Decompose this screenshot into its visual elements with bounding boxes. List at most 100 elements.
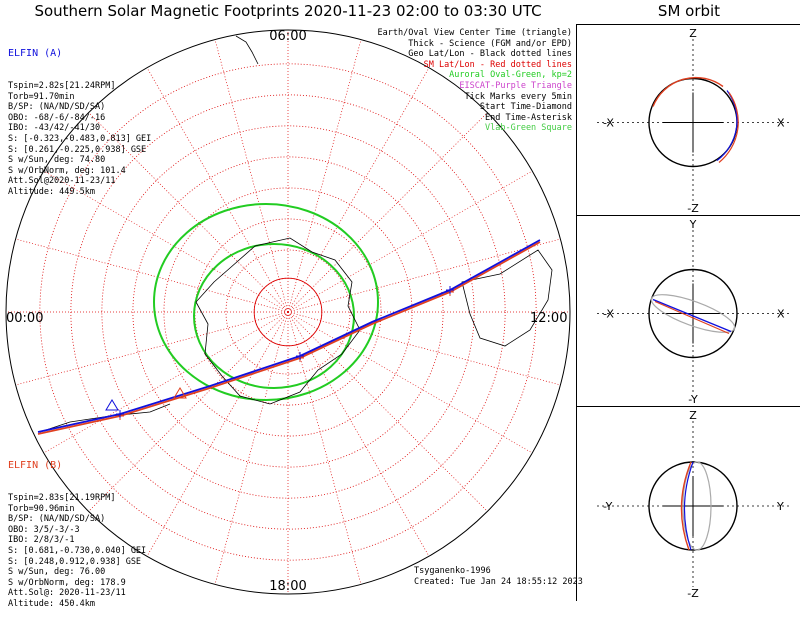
footer-author: Tsyganenko-1996	[414, 566, 491, 576]
sm-lon-line-17	[214, 39, 289, 313]
elfin-a-center-triangle	[105, 399, 119, 411]
elfin-a-tick-5	[446, 286, 454, 294]
orbit-panel-xz: Z -Z -X X	[576, 24, 800, 216]
orbit-shadow	[682, 461, 712, 551]
sm-lon-line-9	[88, 311, 289, 512]
map-boundary	[5, 29, 571, 595]
elfin-b-line-5: S: [0.681,-0.730,0.040] GEI	[8, 545, 147, 556]
mlt-label-left: 00:00	[6, 311, 43, 326]
sm-lon-line-19	[287, 39, 362, 313]
sm-lon-line-2	[287, 311, 533, 454]
elfin-a-tick-3	[296, 352, 304, 360]
elfin-b-line-9: Att.Sol@: 2020-11-23/11	[8, 588, 126, 599]
orbit-axis-left: -Y	[603, 500, 613, 513]
elfin-a-info: ELFIN (A) Tspin=2.82s[21.24RPM] Torb=91.7…	[8, 28, 151, 208]
africa-coast	[235, 35, 259, 65]
elfin-a-line-8: S w/OrbNorm, deg: 101.4	[8, 165, 126, 176]
satellite-tracks	[37, 239, 541, 435]
orbit-b	[652, 76, 724, 107]
orbit-b	[680, 461, 692, 551]
page-title: Southern Solar Magnetic Footprints 2020-…	[34, 2, 542, 20]
elfin-a-name: ELFIN (A)	[8, 48, 63, 60]
sm-grid	[5, 29, 571, 595]
sm-lon-line-15	[88, 112, 289, 313]
legend-item-4: Auroral Oval-Green, kp=2	[449, 70, 572, 81]
auroral-oval-outer	[153, 203, 379, 401]
sm-lon-line-3	[287, 311, 488, 512]
orbit-axis-top: Z	[689, 409, 697, 422]
elfin-b-line-7: S w/Sun, deg: 76.00	[8, 567, 106, 578]
sm-lon-line-20	[287, 67, 430, 313]
mlt-label-top: 06:00	[269, 29, 306, 44]
orbit-b-2	[718, 92, 739, 163]
orbit-axis-right: X	[777, 308, 785, 321]
orbit-axis-left: -X	[603, 117, 614, 130]
mlt-labels: 06:00 00:00 12:00 18:00	[6, 29, 567, 594]
sm-lat-ring-3	[163, 187, 413, 437]
footer: Tsyganenko-1996 Created: Tue Jan 24 18:5…	[414, 566, 583, 588]
orbit-axis-bottom: -Y	[688, 393, 698, 406]
sm-lon-line-13	[15, 238, 289, 313]
orbit-panel-xy: Y -Y -X X	[576, 215, 800, 407]
orbit-shadow	[650, 294, 736, 333]
elfin-b-line-8: S w/OrbNorm, deg: 178.9	[8, 577, 126, 588]
sm-lon-line-10	[43, 311, 289, 454]
orbit-title: SM orbit	[657, 2, 721, 20]
sm-lon-line-5	[287, 311, 362, 585]
legend-item-3: SM Lat/Lon - Red dotted lines	[423, 59, 572, 70]
elfin-b-line-0: Tspin=2.83s[21.19RPM]	[8, 492, 116, 503]
elfin-a-line-4: IBO: -43/42/-41/30	[8, 123, 101, 134]
legend-item-2: Geo Lat/Lon - Black dotted lines	[408, 49, 572, 60]
sm-lat-ring-1	[225, 249, 351, 375]
elfin-b-name: ELFIN (B)	[8, 460, 63, 472]
elfin-b-info: ELFIN (B) Tspin=2.83s[21.19RPM] Torb=90.9…	[8, 440, 146, 620]
elfin-b-line-10: Altitude: 450.4km	[8, 598, 95, 609]
footprint-map: 06:00 00:00 12:00 18:00	[5, 29, 571, 595]
legend-item-6: Tick Marks every 5min	[464, 91, 572, 102]
mlt-label-bottom: 18:00	[269, 579, 306, 594]
mlt-label-right: 12:00	[530, 311, 567, 326]
elfin-a-line-10: Altitude: 449.5km	[8, 186, 95, 197]
orbit-axis-left: -X	[603, 308, 614, 321]
elfin-a-line-9: Att.Sol@2020-11-23/11	[8, 176, 116, 187]
antarctica-coast	[195, 237, 361, 405]
elfin-b-line-2: B/SP: (NA/ND/SD/SA)	[8, 514, 106, 525]
sm-lon-line-21	[287, 112, 488, 313]
sm-lon-line-22	[287, 170, 533, 313]
elfin-a-track	[37, 239, 541, 433]
sm-lon-line-16	[146, 67, 289, 313]
elfin-a-line-1: Torb=91.70min	[8, 91, 75, 102]
elfin-b-line-4: IBO: 2/8/3/-1	[8, 535, 75, 546]
legend-item-1: Thick - Science (FGM and/or EPD)	[408, 38, 572, 49]
legend-item-5: EISCAT-Purple Triangle	[459, 80, 572, 91]
orbit-axis-right: X	[777, 117, 785, 130]
footer-created: Created: Tue Jan 24 18:55:12 2023	[414, 577, 583, 587]
sm-lat-ring-6	[70, 94, 506, 530]
legend: Earth/Oval View Center Time (triangle) Th…	[378, 28, 572, 134]
sm-lat-ring-7	[39, 63, 537, 561]
legend-item-9: Vlab-Green Square	[485, 123, 572, 134]
orbit-a	[683, 461, 694, 551]
orbit-axis-bottom: -Z	[687, 587, 699, 600]
sm-lon-line-8	[146, 311, 289, 557]
elfin-a-line-6: S: [0.261,-0.225,0.938] GSE	[8, 144, 147, 155]
auroral-oval	[153, 203, 379, 401]
orbit-b	[654, 300, 730, 335]
auroral-oval-inner	[193, 243, 355, 389]
elfin-b-line-6: S: [0.248,0.912,0.938] GSE	[8, 556, 142, 567]
elfin-b-line-1: Torb=90.96min	[8, 503, 75, 514]
orbit-a	[716, 90, 738, 161]
elfin-a-tick-1	[116, 410, 124, 418]
orbit-panel-yz: Z -Z -Y Y	[576, 406, 800, 601]
elfin-a-line-7: S w/Sun, deg: 74.80	[8, 155, 106, 166]
sm-lon-line-1	[287, 311, 561, 386]
legend-item-8: End Time-Asterisk	[485, 112, 572, 123]
sm-lon-line-11	[15, 311, 289, 386]
sm-lon-line-14	[43, 170, 289, 313]
australia-coast	[461, 249, 553, 347]
elfin-a-line-2: B/SP: (NA/ND/SD/SA)	[8, 102, 106, 113]
orbit-axis-right: Y	[776, 500, 784, 513]
sm-lon-line-4	[287, 311, 430, 557]
orbit-a	[652, 298, 732, 333]
orbit-axis-top: Z	[689, 27, 697, 40]
